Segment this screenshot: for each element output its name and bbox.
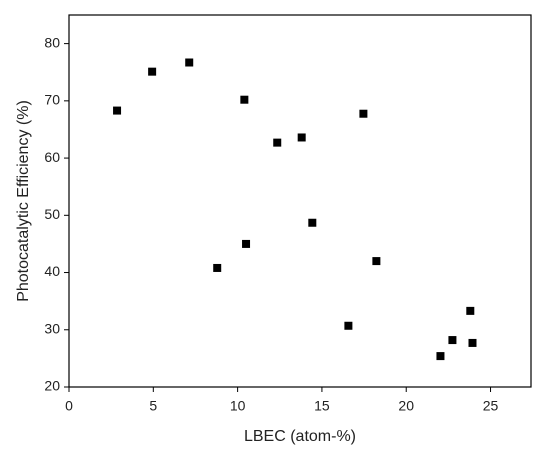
point: [297, 133, 306, 142]
x-tick-label: 10: [230, 398, 246, 414]
x-tick-label: 5: [149, 398, 157, 414]
point: [372, 257, 381, 266]
y-tick-label: 50: [44, 206, 60, 222]
x-axis-label: LBEC (atom-%): [244, 428, 356, 445]
point: [148, 67, 157, 76]
point: [468, 338, 477, 347]
point: [273, 138, 282, 147]
y-tick-label: 30: [44, 320, 60, 336]
y-tick-label: 40: [44, 263, 60, 279]
plot-frame: [68, 14, 532, 388]
point: [113, 106, 122, 115]
point: [344, 321, 353, 330]
point: [436, 352, 445, 361]
y-tick-label: 20: [44, 378, 60, 394]
y-axis-label: Photocatalytic Efficiency (%): [15, 100, 32, 302]
x-tick-label: 25: [483, 398, 499, 414]
y-tick-label: 70: [44, 92, 60, 108]
y-tick-label: 80: [44, 34, 60, 50]
point: [359, 109, 368, 118]
point: [308, 218, 317, 227]
x-tick-label: 0: [65, 398, 73, 414]
point: [185, 58, 194, 67]
x-tick-label: 20: [398, 398, 414, 414]
point: [466, 306, 475, 315]
point: [448, 336, 457, 345]
point: [213, 263, 222, 272]
point: [242, 239, 251, 248]
x-tick-label: 15: [314, 398, 330, 414]
point: [240, 95, 249, 104]
y-tick-label: 60: [44, 149, 60, 165]
